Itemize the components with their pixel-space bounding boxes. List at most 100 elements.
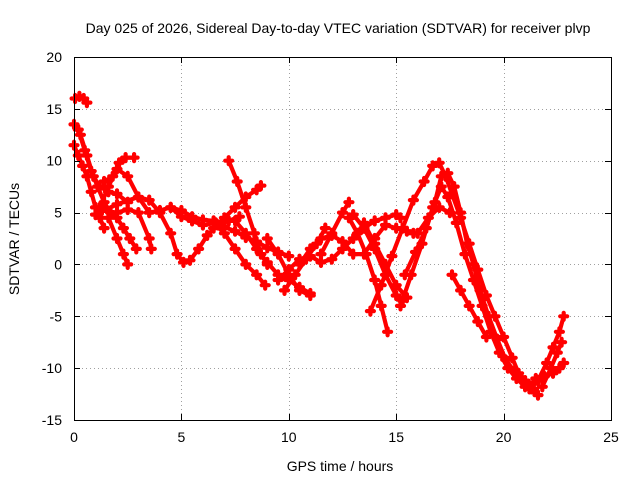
data-point [117, 248, 129, 260]
data-point [467, 258, 480, 270]
data-point [132, 191, 144, 203]
data-point [336, 207, 349, 219]
data-point [261, 242, 273, 254]
data-point [128, 152, 140, 164]
series-arc-8 [96, 203, 157, 255]
series-arc-20 [343, 212, 394, 338]
data-point [347, 209, 359, 221]
data-point [448, 181, 460, 193]
data-point [551, 347, 563, 359]
data-point [111, 232, 123, 245]
data-point [98, 175, 110, 188]
data-point [459, 248, 471, 260]
data-point [446, 269, 458, 281]
data-point [231, 175, 243, 188]
plot-frame [74, 57, 612, 421]
data-point [558, 357, 570, 369]
x-tick-label: 5 [178, 429, 186, 445]
data-point [272, 248, 284, 260]
axis-ticks [74, 57, 612, 421]
data-point [506, 352, 518, 364]
data-point [442, 167, 454, 179]
series-arc-11 [208, 180, 267, 234]
data-point [319, 222, 331, 234]
data-point [79, 144, 91, 156]
data-point [390, 289, 402, 302]
data-point [261, 232, 273, 245]
data-point [304, 289, 316, 302]
data-point [422, 212, 434, 224]
data-point [315, 256, 327, 268]
data-point [375, 300, 387, 312]
y-axis-label: SDTVAR / TECUs [6, 183, 22, 295]
y-tick-label: -15 [42, 412, 62, 428]
y-tick-label: -5 [50, 308, 63, 324]
data-point [397, 222, 409, 234]
data-point [240, 227, 252, 239]
data-point [111, 198, 123, 210]
data-point [201, 229, 213, 241]
data-point [85, 165, 97, 177]
data-point [369, 274, 381, 286]
data-point [77, 160, 89, 172]
data-point [474, 284, 486, 296]
data-point [251, 269, 263, 281]
data-point [293, 284, 306, 296]
y-tick-label: -10 [42, 360, 62, 376]
data-point [122, 258, 134, 270]
data-point [175, 204, 187, 217]
data-point [113, 157, 125, 169]
data-point [418, 175, 430, 188]
data-point [523, 383, 535, 395]
y-tick-labels: -15 -10 -5 0 5 10 15 20 [42, 49, 62, 428]
data-point [360, 248, 372, 260]
data-point [498, 331, 510, 343]
data-point [240, 258, 252, 270]
data-point [248, 227, 260, 239]
data-point [92, 181, 104, 193]
data-point [517, 375, 529, 387]
data-point [394, 212, 407, 224]
series-arc-6 [102, 212, 134, 270]
data-point [386, 250, 398, 262]
data-point [390, 279, 402, 291]
data-point [483, 310, 495, 322]
data-point [132, 207, 144, 219]
x-tick-label: 20 [496, 429, 512, 445]
data-point [315, 248, 327, 260]
data-point [455, 284, 467, 296]
data-point [184, 254, 196, 266]
data-point [409, 246, 422, 258]
data-point [177, 256, 190, 268]
data-point [556, 336, 568, 348]
series-trace [318, 200, 351, 257]
data-point [553, 362, 565, 374]
data-point [283, 264, 295, 276]
data-point [326, 229, 338, 241]
series-arc-29 [523, 310, 570, 395]
data-point [532, 375, 544, 387]
data-point [394, 300, 407, 312]
data-point [420, 222, 432, 234]
data-point [186, 211, 198, 223]
data-point [251, 243, 263, 255]
x-tick-label: 10 [281, 429, 297, 445]
y-tick-label: 20 [46, 49, 62, 65]
x-tick-labels: 0 5 10 15 20 25 [70, 429, 619, 445]
data-point [558, 310, 570, 322]
data-point [315, 232, 327, 245]
series-arc-25 [399, 167, 544, 401]
data-point [223, 155, 235, 167]
data-point [472, 315, 484, 328]
data-point [85, 186, 97, 198]
x-tick-label: 15 [388, 429, 404, 445]
data-point [541, 357, 553, 369]
data-point [545, 362, 557, 374]
data-point [255, 180, 267, 192]
data-point [412, 227, 424, 239]
data-point [304, 243, 316, 255]
series-trace [106, 215, 130, 267]
data-point [433, 201, 445, 213]
data-point [272, 274, 284, 286]
data-point [89, 209, 102, 221]
